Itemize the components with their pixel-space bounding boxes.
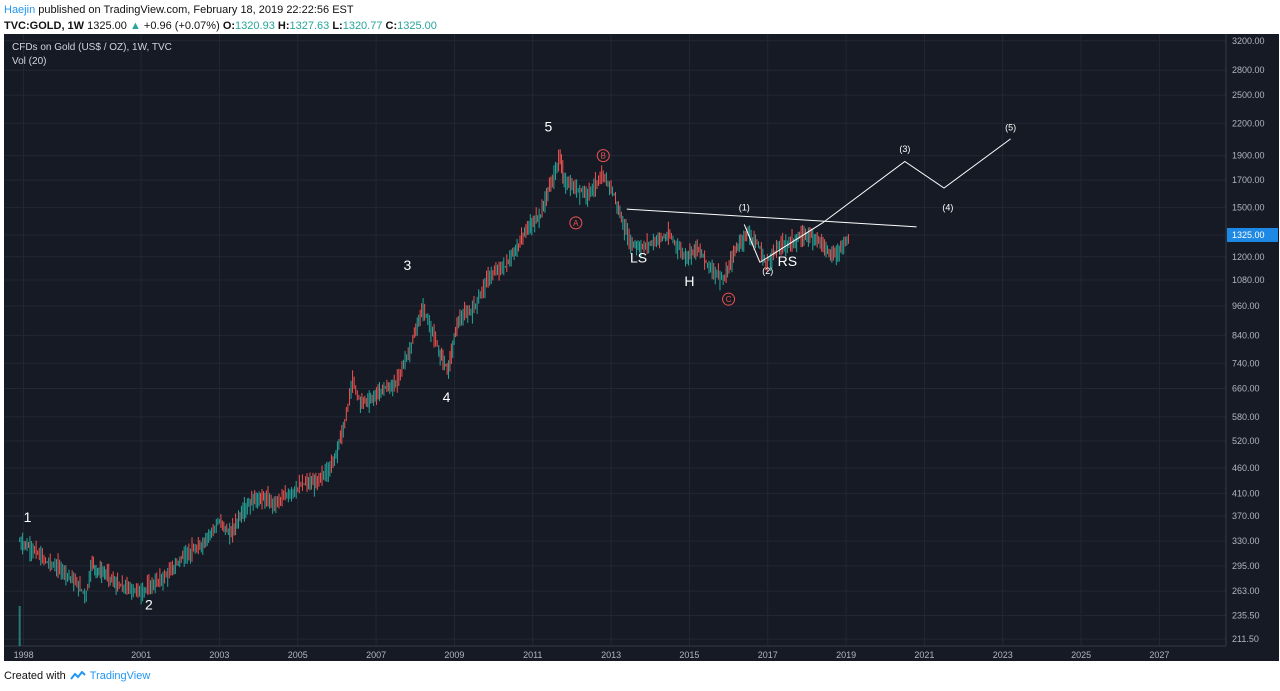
y-tick-label: 370.00 — [1232, 511, 1260, 521]
y-tick-label: 520.00 — [1232, 436, 1260, 446]
wave-label: (4) — [942, 203, 953, 213]
trendline — [626, 208, 917, 228]
y-tick-label: 295.00 — [1232, 561, 1260, 571]
y-tick-label: 211.50 — [1232, 634, 1259, 644]
high-label: H: — [277, 20, 290, 32]
wave-label: 3 — [404, 257, 412, 273]
publish-info: published on TradingView.com, February 1… — [38, 4, 354, 16]
y-tick-label: 740.00 — [1232, 358, 1260, 368]
current-price-label: 1325.00 — [1232, 230, 1265, 240]
wave-label: 5 — [545, 118, 553, 134]
y-tick-label: 1080.00 — [1232, 275, 1265, 285]
y-tick-label: 2200.00 — [1232, 118, 1265, 128]
created-with-label: Created with — [4, 670, 66, 682]
y-tick-label: 1700.00 — [1232, 175, 1265, 185]
y-tick-label: 1500.00 — [1232, 203, 1265, 213]
y-tick-label: 3200.00 — [1232, 36, 1265, 46]
circle-label: C — [726, 295, 732, 304]
up-arrow-icon: ▲ — [129, 20, 141, 32]
y-tick-label: 263.00 — [1232, 586, 1260, 596]
wave-label: 4 — [443, 389, 451, 405]
x-tick-label: 2023 — [993, 650, 1013, 660]
wave-label: (3) — [899, 144, 910, 154]
volume-bar — [18, 606, 21, 646]
open-label: O: — [222, 20, 236, 32]
x-tick-label: 2009 — [444, 650, 464, 660]
price-chart[interactable]: 3200.00 2800.00 2500.00 2200.00 1900.00 1700.… — [4, 34, 1279, 661]
y-tick-label: 2800.00 — [1232, 65, 1265, 75]
chart-header: Haejin published on TradingView.com, Feb… — [4, 2, 437, 34]
x-tick-label: 2011 — [523, 650, 542, 660]
x-tick-label: 2027 — [1149, 650, 1169, 660]
circle-marker — [569, 216, 583, 230]
x-tick-label: 2015 — [679, 650, 699, 660]
wave-label: (2) — [762, 266, 773, 276]
trendline — [743, 224, 761, 263]
x-tick-label: 2021 — [914, 650, 934, 660]
legend-volume: Vol (20) — [12, 56, 47, 67]
y-tick-label: 410.00 — [1232, 488, 1260, 498]
x-tick-label: 2003 — [209, 650, 229, 660]
wave-label: 2 — [145, 596, 153, 612]
x-tick-label: 2025 — [1071, 650, 1091, 660]
y-tick-label: 580.00 — [1232, 412, 1260, 422]
y-tick-label: 840.00 — [1232, 330, 1260, 340]
legend-title: CFDs on Gold (US$ / OZ), 1W, TVC — [12, 42, 172, 53]
high-value: 1327.63 — [289, 20, 330, 32]
symbol-label: TVC:GOLD, 1W — [4, 20, 85, 32]
y-tick-label: 960.00 — [1232, 301, 1260, 311]
y-tick-label: 2500.00 — [1232, 90, 1265, 100]
x-tick-label: 2017 — [758, 650, 778, 660]
circle-label: A — [573, 219, 579, 228]
chart-panel[interactable]: 3200.00 2800.00 2500.00 2200.00 1900.00 1700.… — [4, 34, 1279, 661]
x-tick-label: 2001 — [131, 650, 151, 660]
y-tick-label: 1900.00 — [1232, 151, 1265, 161]
open-value: 1320.93 — [235, 20, 275, 32]
x-tick-label: 1998 — [14, 650, 34, 660]
wave-label: (5) — [1005, 122, 1016, 132]
close-value: 1325.00 — [397, 20, 437, 32]
author-link[interactable]: Haejin — [4, 4, 36, 16]
footer: Created with TradingView — [4, 670, 150, 682]
x-tick-label: 2013 — [601, 650, 621, 660]
wave-label: H — [684, 273, 694, 289]
x-tick-label: 2007 — [366, 650, 386, 660]
current-price-tag — [1227, 227, 1278, 242]
quote-line: TVC:GOLD, 1W 1325.00 ▲ +0.96 (+0.07%) O:… — [4, 18, 437, 34]
close-label: C: — [385, 20, 398, 32]
tradingview-brand-link[interactable]: TradingView — [89, 670, 151, 682]
x-tick-label: 2005 — [288, 650, 308, 660]
low-value: 1320.77 — [342, 20, 383, 32]
x-tick-label: 2019 — [836, 650, 856, 660]
circle-marker — [596, 149, 610, 163]
y-tick-label: 1200.00 — [1232, 252, 1265, 262]
low-label: L: — [332, 20, 343, 32]
y-tick-label: 235.50 — [1232, 610, 1260, 620]
y-tick-label: 330.00 — [1232, 536, 1260, 546]
last-price: 1325.00 — [87, 20, 127, 32]
wave-label: 1 — [24, 509, 32, 525]
wave-label: RS — [778, 253, 797, 269]
tradingview-logo-icon — [69, 671, 86, 680]
publish-line: Haejin published on TradingView.com, Feb… — [4, 2, 437, 18]
wave-label: LS — [630, 249, 647, 265]
circle-label: B — [601, 152, 606, 161]
wave-label: (1) — [739, 203, 750, 213]
trendline — [759, 138, 1011, 263]
y-tick-label: 460.00 — [1232, 463, 1260, 473]
y-tick-label: 660.00 — [1232, 383, 1260, 393]
price-change: +0.96 (+0.07%) — [143, 20, 220, 32]
circle-marker — [722, 292, 736, 306]
